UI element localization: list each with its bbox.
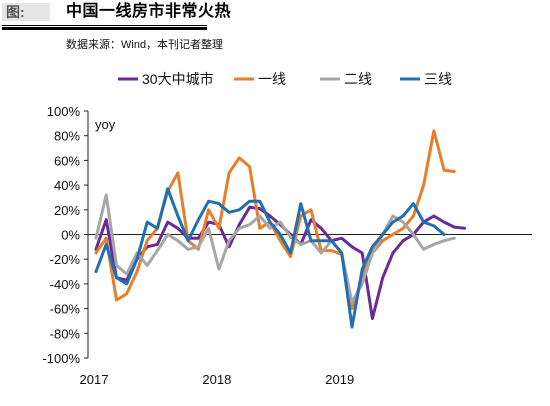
series-line-2 <box>94 129 456 311</box>
y-tick-label: -60% <box>50 302 81 317</box>
x-tick-label: 2019 <box>325 372 354 387</box>
y-tick-label: 60% <box>54 153 80 168</box>
title-rule-thick <box>2 27 207 30</box>
x-tick-label: 2018 <box>202 372 231 387</box>
series-line-3 <box>94 193 456 304</box>
y-tick-label: -80% <box>50 326 81 341</box>
y-tick-label: -20% <box>50 252 81 267</box>
legend-label-1: 30大中城市 <box>142 71 214 87</box>
chart-series <box>94 129 467 329</box>
figure-header: 图: 中国一线房市非常火热 <box>0 0 550 24</box>
chart-axes: -100% -80% -60% -40% -20% 0% 20% 40% 60% 80% 100% 2… <box>42 104 532 387</box>
y-tick-label: -100% <box>42 351 80 366</box>
legend-label-2: 一线 <box>258 71 286 87</box>
y-tick-label: 40% <box>54 178 80 193</box>
figure-tag: 图: <box>2 3 50 21</box>
legend-label-3: 二线 <box>344 71 372 87</box>
figure-title: 中国一线房市非常火热 <box>66 3 232 20</box>
chart-legend: 30大中城市 一线 二线 三线 <box>118 71 452 87</box>
y-tick-label: 80% <box>54 129 80 144</box>
series-line-4 <box>94 187 446 329</box>
y-tick-label: 100% <box>47 104 81 119</box>
x-tick-label: 2017 <box>80 372 109 387</box>
y-axis-label: yoy <box>95 117 116 132</box>
y-tick-label: 20% <box>54 203 80 218</box>
title-rule <box>2 25 207 26</box>
figure-source: 数据来源：Wind，本刊记者整理 <box>66 39 224 51</box>
legend-label-4: 三线 <box>424 71 452 87</box>
y-tick-label: 0% <box>61 228 80 243</box>
y-tick-label: -40% <box>50 277 81 292</box>
